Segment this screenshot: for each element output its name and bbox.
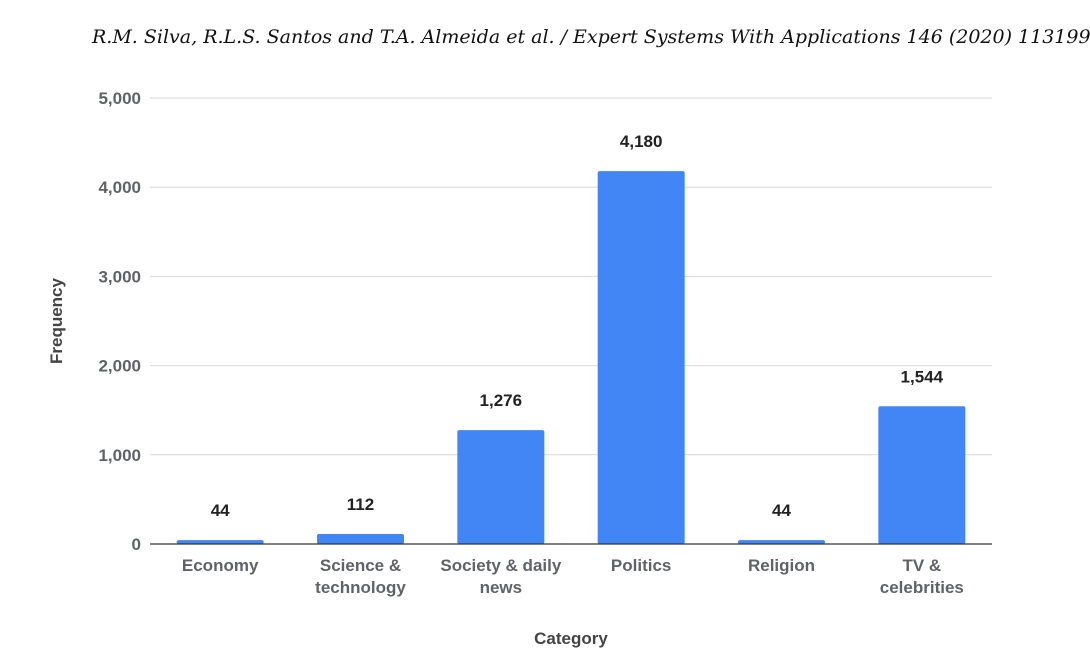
x-tick-label: Science & [320, 556, 401, 575]
data-label: 4,180 [620, 132, 663, 151]
x-axis-ticks: Economy Science & technology Society & dail… [182, 556, 964, 597]
x-tick-label: Society & daily [440, 556, 561, 575]
y-axis-ticks: 0 1,000 2,000 3,000 4,000 5,000 [98, 89, 141, 554]
bars [176, 171, 966, 545]
y-tick-label: 0 [132, 535, 141, 554]
bar [316, 534, 405, 544]
y-axis-title: Frequency [47, 277, 66, 364]
x-tick-label: Religion [748, 556, 815, 575]
data-label: 1,544 [901, 367, 944, 386]
x-tick-label: Economy [182, 556, 259, 575]
data-label: 1,276 [480, 391, 523, 410]
x-tick-label: news [480, 578, 523, 597]
running-header: R.M. Silva, R.L.S. Santos and T.A. Almei… [92, 26, 1090, 48]
y-tick-label: 5,000 [98, 89, 141, 108]
data-label: 44 [772, 501, 791, 520]
bar [597, 171, 685, 545]
x-tick-label: TV & [902, 556, 941, 575]
y-tick-label: 2,000 [98, 357, 141, 376]
data-label: 44 [211, 501, 230, 520]
y-tick-label: 3,000 [98, 267, 141, 286]
x-tick-label: celebrities [880, 578, 964, 597]
y-tick-label: 1,000 [98, 446, 141, 465]
bar [737, 540, 826, 544]
y-tick-label: 4,000 [98, 178, 141, 197]
bar [878, 406, 966, 544]
data-labels: 44 112 1,276 4,180 44 1,544 [211, 132, 944, 520]
data-label: 112 [347, 495, 374, 514]
x-tick-label: Politics [611, 556, 671, 575]
bar [176, 540, 264, 544]
x-tick-label: technology [315, 578, 406, 597]
x-axis-title: Category [534, 629, 608, 648]
grid-layer [150, 97, 992, 456]
bar [457, 430, 545, 544]
